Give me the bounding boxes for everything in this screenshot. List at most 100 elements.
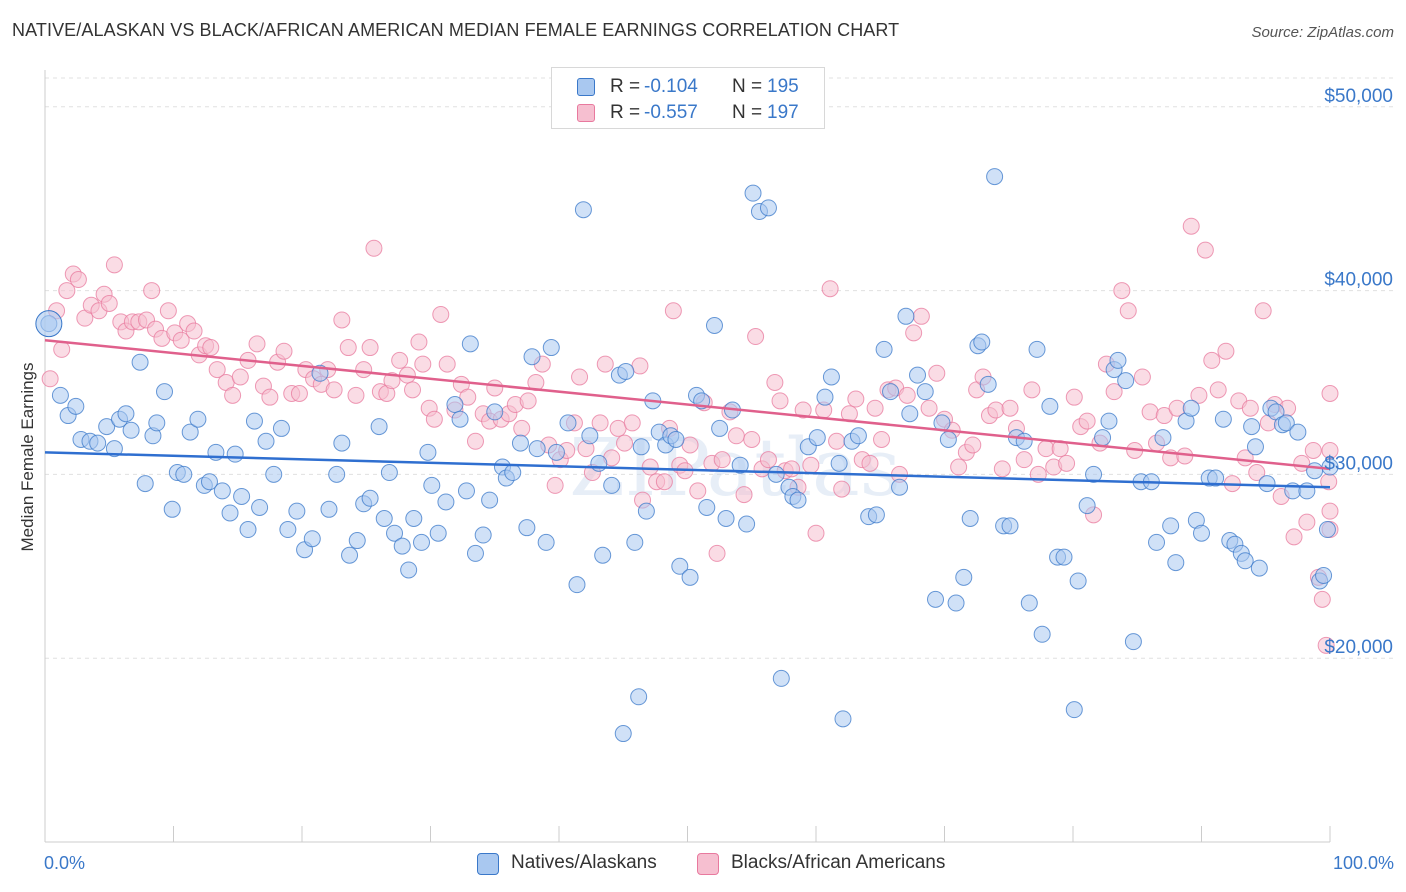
point-blacks bbox=[347, 386, 365, 404]
point-blacks bbox=[58, 282, 76, 300]
point-natives bbox=[1100, 412, 1118, 430]
point-natives bbox=[1236, 552, 1254, 570]
point-natives bbox=[181, 423, 199, 441]
trend-line-natives bbox=[44, 451, 1331, 489]
point-blacks bbox=[713, 451, 731, 469]
point-blacks bbox=[404, 381, 422, 399]
point-natives bbox=[446, 396, 464, 414]
point-natives bbox=[1001, 517, 1019, 535]
point-blacks bbox=[425, 410, 443, 428]
n-label: N = bbox=[732, 102, 763, 123]
point-natives bbox=[772, 669, 790, 687]
point-blacks bbox=[1023, 381, 1041, 399]
point-blacks bbox=[1133, 368, 1151, 386]
point-natives bbox=[245, 412, 263, 430]
point-natives bbox=[288, 502, 306, 520]
point-blacks bbox=[1119, 302, 1137, 320]
point-natives bbox=[1207, 469, 1225, 487]
axis-layer bbox=[44, 70, 1331, 843]
point-blacks bbox=[1321, 385, 1339, 403]
point-natives bbox=[1117, 372, 1135, 390]
point-blacks bbox=[743, 430, 761, 448]
point-blacks bbox=[802, 456, 820, 474]
point-natives bbox=[568, 576, 586, 594]
point-blacks bbox=[365, 239, 383, 257]
point-natives bbox=[328, 465, 346, 483]
point-natives bbox=[1162, 517, 1180, 535]
point-natives bbox=[341, 546, 359, 564]
point-natives bbox=[822, 368, 840, 386]
point-blacks bbox=[159, 302, 177, 320]
point-natives bbox=[671, 557, 689, 575]
point-natives bbox=[955, 568, 973, 586]
point-natives bbox=[1109, 351, 1127, 369]
point-blacks bbox=[1241, 399, 1259, 417]
point-natives bbox=[1065, 701, 1083, 719]
point-natives bbox=[1033, 625, 1051, 643]
point-natives bbox=[901, 405, 919, 423]
point-blacks bbox=[1190, 386, 1208, 404]
point-natives bbox=[1193, 524, 1210, 542]
point-blacks bbox=[623, 414, 641, 432]
point-blacks bbox=[987, 401, 1005, 419]
point-natives bbox=[386, 524, 404, 542]
point-natives bbox=[574, 201, 592, 219]
point-natives bbox=[1069, 572, 1087, 590]
point-natives bbox=[986, 168, 1004, 186]
point-natives bbox=[393, 537, 411, 555]
point-natives bbox=[117, 405, 135, 423]
point-blacks bbox=[1254, 302, 1272, 320]
legend-swatch-blue bbox=[477, 853, 499, 875]
legend-label-natives: Natives/Alaskans bbox=[511, 852, 657, 873]
point-natives bbox=[897, 307, 915, 325]
legend-swatch-pink bbox=[577, 104, 595, 122]
point-blacks bbox=[224, 386, 242, 404]
point-blacks bbox=[202, 339, 220, 357]
point-blacks bbox=[689, 482, 707, 500]
point-natives bbox=[163, 500, 181, 518]
point-natives bbox=[789, 491, 807, 509]
point-natives bbox=[1078, 497, 1096, 515]
point-natives bbox=[973, 333, 991, 351]
point-natives bbox=[834, 710, 852, 728]
point-natives bbox=[590, 454, 608, 472]
point-blacks bbox=[571, 368, 589, 386]
point-blacks bbox=[41, 370, 59, 388]
point-blacks bbox=[1304, 441, 1322, 459]
point-blacks bbox=[410, 333, 428, 351]
point-natives bbox=[122, 421, 140, 439]
point-natives bbox=[559, 414, 577, 432]
point-natives bbox=[405, 509, 423, 527]
point-blacks bbox=[1001, 399, 1019, 417]
point-natives bbox=[617, 362, 635, 380]
r-value: -0.104 bbox=[644, 76, 698, 97]
point-blacks bbox=[248, 335, 266, 353]
point-blacks bbox=[828, 432, 846, 450]
point-natives bbox=[89, 434, 107, 452]
point-natives bbox=[744, 184, 762, 202]
point-blacks bbox=[438, 355, 456, 373]
point-blacks bbox=[355, 361, 373, 379]
point-natives bbox=[816, 388, 834, 406]
point-blacks bbox=[912, 307, 930, 325]
point-natives bbox=[51, 386, 69, 404]
point-natives bbox=[1182, 399, 1200, 417]
point-natives bbox=[1028, 340, 1046, 358]
point-blacks bbox=[1105, 383, 1123, 401]
point-blacks bbox=[459, 388, 477, 406]
point-blacks bbox=[1182, 217, 1200, 235]
y-tick-label: $30,000 bbox=[1324, 453, 1393, 474]
point-natives bbox=[303, 530, 321, 548]
n-label: N = bbox=[732, 76, 763, 97]
point-blacks bbox=[53, 340, 71, 358]
point-natives bbox=[136, 475, 154, 493]
point-natives bbox=[767, 465, 785, 483]
y-tick-label: $20,000 bbox=[1324, 637, 1393, 658]
point-natives bbox=[1154, 429, 1172, 447]
point-blacks bbox=[664, 302, 682, 320]
r-label: R = bbox=[610, 76, 641, 97]
point-natives bbox=[626, 533, 644, 551]
legend-swatch-pink bbox=[697, 853, 719, 875]
point-natives bbox=[1214, 410, 1232, 428]
point-natives bbox=[1020, 594, 1038, 612]
